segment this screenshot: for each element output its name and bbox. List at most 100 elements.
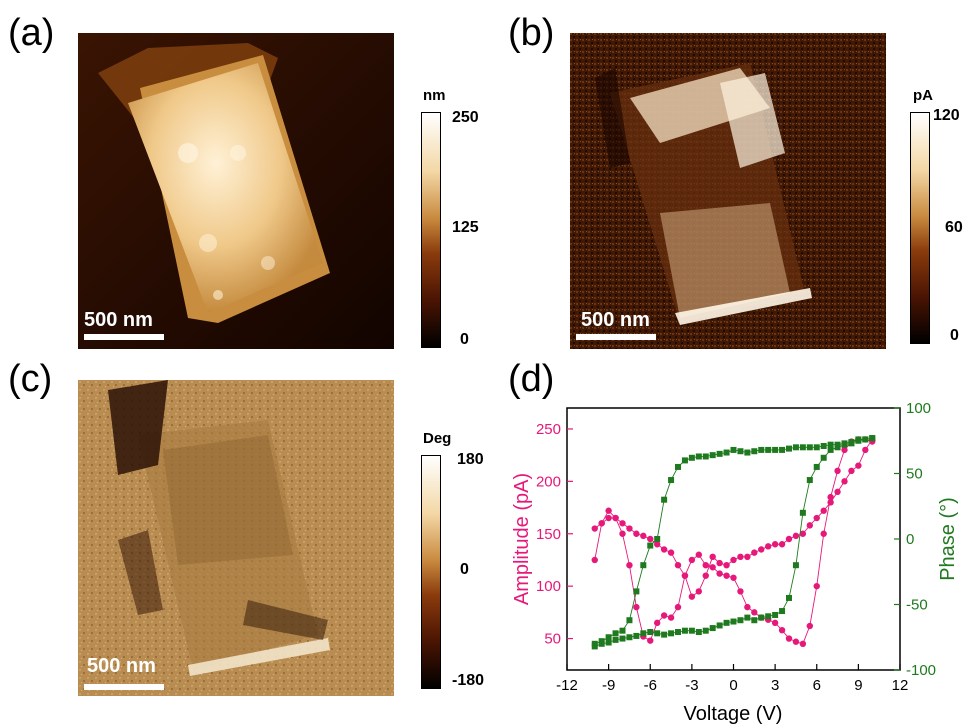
phase-point bbox=[813, 463, 820, 470]
colorbar-min-b: 0 bbox=[950, 327, 959, 344]
amplitude-point bbox=[612, 514, 619, 522]
phase-point bbox=[695, 629, 702, 636]
amplitude-point bbox=[744, 603, 751, 611]
phase-point bbox=[779, 446, 786, 453]
amplitude-point bbox=[730, 556, 737, 564]
phase-point bbox=[668, 477, 675, 484]
y-right-tick-label: -50 bbox=[906, 597, 928, 614]
amplitude-point bbox=[633, 530, 640, 537]
phase-point bbox=[723, 619, 730, 626]
phase-point bbox=[751, 617, 758, 624]
amplitude-point bbox=[827, 493, 834, 501]
colorbar-unit-c: Deg bbox=[423, 430, 452, 447]
phase-point bbox=[626, 634, 633, 641]
amplitude-point bbox=[640, 532, 647, 540]
phase-point bbox=[633, 588, 640, 595]
amplitude-point bbox=[674, 603, 682, 611]
amplitude-point bbox=[619, 530, 626, 537]
colorbar-max-c: 180 bbox=[457, 451, 484, 468]
scalebar-label-b: 500 nm bbox=[581, 309, 650, 331]
amplitude-point bbox=[862, 446, 869, 454]
phase-point bbox=[668, 630, 675, 637]
amplitude-point bbox=[806, 622, 814, 630]
phase-point bbox=[661, 496, 668, 503]
colorbar-max-b: 120 bbox=[933, 107, 960, 124]
y-right-tick-label: -100 bbox=[906, 662, 936, 679]
phase-map-image bbox=[78, 380, 394, 696]
phase-point bbox=[806, 477, 813, 484]
phase-point bbox=[765, 446, 772, 453]
x-tick-label: -3 bbox=[685, 677, 698, 694]
colorbar-unit-a: nm bbox=[423, 87, 446, 104]
amplitude-point bbox=[820, 530, 827, 537]
amplitude-point bbox=[716, 570, 723, 577]
phase-point bbox=[841, 440, 848, 447]
amplitude-point bbox=[834, 467, 841, 475]
phase-point bbox=[612, 630, 619, 637]
phase-point bbox=[654, 536, 661, 542]
scalebar-c bbox=[84, 684, 164, 690]
scalebar-a bbox=[84, 334, 164, 340]
phase-point bbox=[848, 439, 855, 446]
phase-point bbox=[765, 613, 772, 620]
amplitude-point bbox=[619, 520, 626, 527]
scalebar-b bbox=[576, 334, 656, 340]
phase-point bbox=[619, 627, 626, 634]
y-left-tick-label: 50 bbox=[544, 631, 561, 648]
x-tick-label: 9 bbox=[854, 677, 862, 694]
hysteresis-chart: -12 -9 -6 -3 0 3 6 9 12 50 100 150 200 250 -100 -50 0 5… bbox=[511, 400, 959, 725]
phase-point bbox=[758, 614, 765, 621]
phase-series-line bbox=[594, 437, 873, 647]
current-map-image bbox=[570, 33, 886, 349]
y-left-tick-label: 250 bbox=[536, 421, 561, 438]
phase-point bbox=[709, 625, 716, 632]
phase-point bbox=[633, 632, 640, 639]
phase-point bbox=[661, 631, 668, 638]
amplitude-point bbox=[660, 612, 668, 619]
phase-point bbox=[772, 446, 779, 453]
phase-point bbox=[647, 542, 654, 549]
amplitude-point bbox=[695, 551, 703, 558]
x-tick-label: 6 bbox=[813, 677, 821, 694]
colorbar-b bbox=[910, 112, 930, 344]
phase-point bbox=[695, 453, 702, 460]
x-tick-label: -9 bbox=[602, 677, 615, 694]
amplitude-point bbox=[605, 507, 612, 514]
amplitude-point bbox=[778, 626, 786, 634]
amplitude-point bbox=[605, 514, 612, 522]
phase-point bbox=[786, 594, 792, 601]
amplitude-point bbox=[674, 562, 682, 569]
phase-point bbox=[709, 452, 716, 459]
amplitude-point bbox=[785, 535, 793, 543]
amplitude-point bbox=[820, 507, 827, 514]
phase-point bbox=[772, 611, 779, 618]
phase-point bbox=[758, 446, 765, 453]
amplitude-point bbox=[709, 553, 716, 561]
phase-point bbox=[737, 448, 744, 455]
amplitude-point bbox=[709, 564, 716, 571]
colorbar-unit-b: pA bbox=[913, 87, 933, 104]
y-left-tick-label: 200 bbox=[536, 473, 561, 490]
phase-point bbox=[626, 617, 633, 624]
x-tick-label: 0 bbox=[729, 677, 737, 694]
phase-point bbox=[751, 448, 758, 455]
colorbar-c bbox=[421, 455, 441, 689]
amplitude-point bbox=[688, 593, 696, 600]
phase-point bbox=[744, 449, 751, 456]
phase-point bbox=[806, 444, 813, 451]
amplitude-point bbox=[771, 541, 779, 548]
amplitude-point bbox=[626, 525, 633, 532]
amplitude-point bbox=[653, 541, 661, 548]
scalebar-label-c: 500 nm bbox=[87, 655, 156, 677]
phase-point bbox=[827, 441, 834, 448]
amplitude-point bbox=[841, 446, 848, 454]
phase-point bbox=[799, 509, 806, 516]
amplitude-point bbox=[730, 574, 737, 581]
x-tick-label: 3 bbox=[771, 677, 779, 694]
y-left-tick-label: 150 bbox=[536, 526, 561, 543]
amplitude-point bbox=[744, 553, 751, 561]
amplitude-point bbox=[723, 572, 730, 579]
phase-point bbox=[834, 441, 841, 448]
amplitude-point bbox=[792, 638, 800, 645]
amplitude-point bbox=[723, 562, 730, 569]
